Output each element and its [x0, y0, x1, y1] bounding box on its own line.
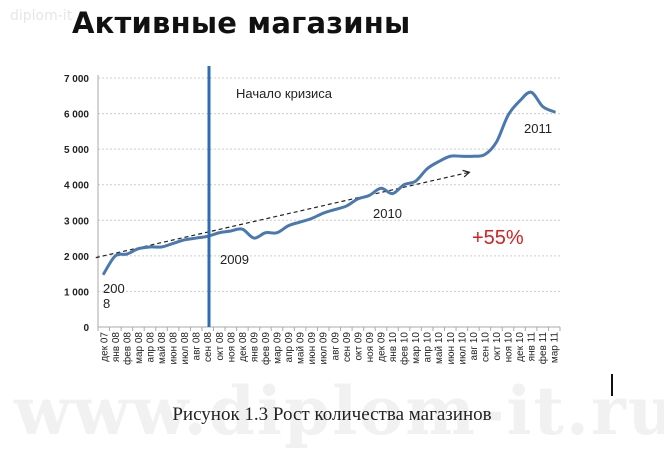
x-tick-label: сен 08: [203, 332, 214, 362]
y-tick-label: 2 000: [64, 252, 89, 263]
gridlines: [98, 77, 560, 292]
trend-line: [95, 169, 471, 259]
x-tick-label: янв 11: [527, 332, 538, 362]
chart-title: Активные магазины: [72, 6, 411, 40]
annotation-2011: 2011: [524, 121, 552, 136]
x-tick-label: апр 09: [284, 332, 295, 363]
x-tick-label: апр 10: [423, 332, 434, 363]
x-tick-label: мар 10: [411, 332, 422, 364]
x-tick-label: авг 08: [192, 332, 203, 361]
x-tick-label: ноя 08: [226, 332, 237, 363]
axes: [97, 75, 561, 331]
annotation-2008-a: 200: [103, 281, 125, 296]
x-tick-label: сен 09: [342, 332, 353, 362]
x-tick-label: июн 10: [446, 332, 457, 365]
x-tick-label: окт 08: [215, 332, 226, 361]
y-tick-label: 3 000: [64, 216, 89, 227]
watermark-small: diplom-it: [10, 8, 73, 24]
x-tick-label: фев 08: [121, 332, 133, 365]
y-tick-label: 1 000: [64, 287, 89, 298]
active-stores-line: [102, 90, 556, 276]
figure-caption: Рисунок 1.3 Рост количества магазинов: [172, 404, 492, 425]
x-tick-label: май 08: [157, 332, 168, 364]
x-tick-label: окт 10: [492, 332, 503, 361]
x-tick-label: май 09: [296, 332, 307, 364]
x-tick-label: янв 08: [111, 332, 122, 363]
text-cursor: [611, 374, 613, 396]
x-axis-ticks: дек 07 янв 08 фев 08 мар 08 апр 08 май 08 июн …: [99, 332, 560, 365]
data-series-line: [102, 90, 556, 276]
annotation-crisis: Начало кризиса: [236, 86, 333, 101]
x-tick-label: авг 10: [469, 332, 480, 361]
x-tick-label: апр 08: [145, 332, 156, 363]
x-tick-label: июл 09: [319, 332, 330, 365]
x-tick-label: май 10: [434, 332, 445, 364]
y-tick-label: 0: [83, 323, 89, 334]
x-tick-label: авг 09: [330, 332, 341, 361]
x-tick-label: дек 07: [99, 332, 110, 362]
x-tick-label: дек 09: [376, 332, 387, 362]
y-tick-label: 4 000: [64, 181, 89, 192]
y-axis-ticks: 0 1 000 2 000 3 000 4 000 5 000 6 000 7 000: [64, 74, 89, 334]
annotation-growth-percent: +55%: [472, 227, 524, 249]
x-tick-label: дек 08: [238, 332, 249, 362]
x-tick-label: сен 10: [480, 332, 491, 362]
x-tick-label: янв 10: [388, 332, 399, 363]
x-tick-label: фев 09: [260, 332, 272, 365]
x-tick-label: июл 10: [457, 332, 468, 365]
annotation-2009: 2009: [220, 252, 249, 267]
x-tick-label: дек 10: [515, 332, 526, 362]
watermark-large: www.diplom-it.ru: [14, 372, 664, 450]
y-tick-label: 6 000: [64, 110, 89, 121]
x-tick-label: мар 11: [550, 332, 561, 364]
x-tick-label: мар 08: [134, 332, 145, 364]
x-tick-label: ноя 09: [365, 332, 376, 363]
annotation-2010: 2010: [373, 206, 402, 221]
y-tick-label: 5 000: [64, 145, 89, 156]
x-tick-label: фев 11: [537, 332, 549, 365]
x-tick-label: июл 08: [180, 332, 191, 365]
annotation-2008-b: 8: [103, 296, 110, 311]
x-tick-label: янв 09: [249, 332, 260, 363]
y-tick-label: 7 000: [64, 74, 89, 85]
x-tick-label: фев 10: [399, 332, 411, 365]
x-tick-label: июн 08: [169, 332, 180, 365]
x-tick-label: ноя 10: [504, 332, 515, 363]
x-tick-label: окт 09: [353, 332, 364, 361]
x-tick-label: мар 09: [273, 332, 284, 364]
arrowhead-icon: [462, 169, 471, 178]
x-tick-label: июн 09: [307, 332, 318, 365]
